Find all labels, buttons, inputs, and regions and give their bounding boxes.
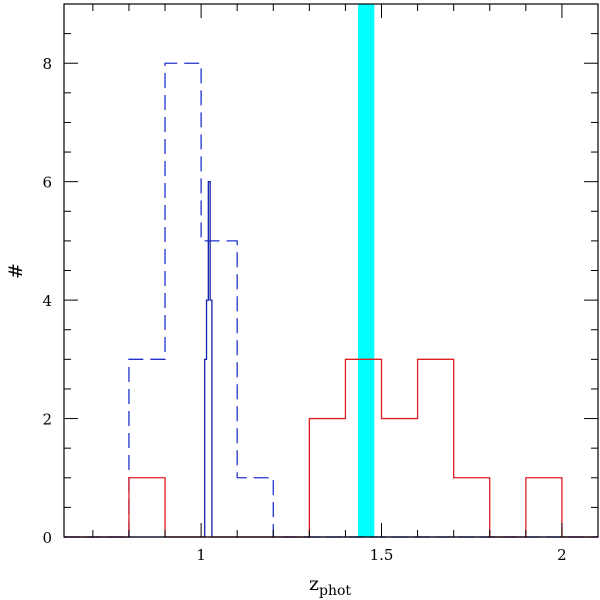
y-tick-label: 8 (42, 55, 52, 73)
y-tick-label: 2 (42, 411, 52, 429)
highlight-band (358, 4, 375, 537)
x-tick-label: 1 (196, 546, 206, 564)
x-axis-label: zphot (309, 573, 351, 599)
x-axis-label-main: z (309, 573, 319, 595)
highlight-band-layer (358, 4, 375, 537)
tick-label-layer: 1 1.5 2 0 2 4 6 8 (42, 55, 566, 564)
series-layer (64, 62, 598, 538)
y-axis-label: # (5, 263, 27, 279)
x-tick-label: 2 (557, 546, 567, 564)
x-axis-label-subscript: phot (319, 583, 351, 599)
histogram-series-1 (64, 62, 598, 538)
y-tick-label: 0 (42, 529, 52, 547)
histogram-series-2 (64, 181, 598, 538)
tick-layer (64, 3, 599, 538)
x-tick-label: 1.5 (370, 546, 394, 564)
plot-frame (63, 3, 599, 538)
y-tick-label: 6 (42, 174, 52, 192)
histogram-series-3 (64, 358, 598, 538)
y-tick-label: 4 (42, 292, 52, 310)
